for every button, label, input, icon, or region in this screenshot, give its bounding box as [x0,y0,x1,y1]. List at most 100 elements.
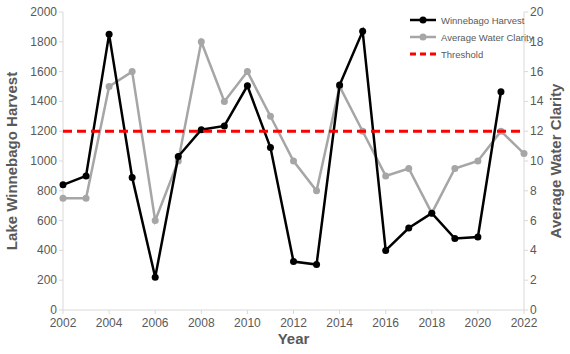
y-tick-label: 0 [50,303,57,317]
x-tick-label: 2018 [418,316,445,330]
series-marker [451,235,458,242]
y2-tick [524,12,528,13]
series-marker [359,28,366,35]
y2-tick [524,250,528,251]
series-marker [198,38,205,45]
x-tick-label: 2008 [188,316,215,330]
y-tick [59,131,63,132]
y2-tick-label: 4 [530,243,537,257]
series-marker [382,172,389,179]
series-marker [175,153,182,160]
y2-tick [524,101,528,102]
x-tick-label: 2006 [142,316,169,330]
x-tick-label: 2002 [50,316,77,330]
series-marker [129,68,136,75]
y2-tick-label: 2 [530,273,537,287]
series-marker [405,225,412,232]
x-tick [524,310,525,314]
x-tick [247,310,248,314]
x-tick [293,310,294,314]
legend-marker [420,34,427,41]
y-tick-label: 1000 [30,154,57,168]
y-tick-label: 1800 [30,35,57,49]
x-tick [63,310,64,314]
y2-tick [524,71,528,72]
series-marker [428,210,435,217]
y-tick-label: 1600 [30,65,57,79]
y-tick-label: 800 [37,184,57,198]
y2-tick [524,161,528,162]
x-tick [385,310,386,314]
y2-tick-label: 0 [530,303,537,317]
x-tick-label: 2022 [511,316,538,330]
x-tick [339,310,340,314]
x-tick-label: 2010 [234,316,261,330]
x-tick [201,310,202,314]
series-marker [405,165,412,172]
y-tick [59,101,63,102]
series-marker [336,82,343,89]
series-marker [290,158,297,165]
series-marker [313,187,320,194]
series-marker [497,88,504,95]
y2-tick-label: 20 [530,5,544,19]
series-marker [313,261,320,268]
y-tick-label: 600 [37,214,57,228]
x-tick [109,310,110,314]
y-tick-label: 2000 [30,5,57,19]
series-line [63,42,524,221]
x-tick-label: 2012 [280,316,307,330]
series-marker [244,82,251,89]
y2-tick-label: 6 [530,214,537,228]
y-tick [59,41,63,42]
x-tick-label: 2016 [372,316,399,330]
y-tick [59,161,63,162]
y-tick [59,250,63,251]
y-tick [59,12,63,13]
series-marker [106,83,113,90]
y2-tick [524,280,528,281]
series-marker [83,172,90,179]
y2-tick-label: 14 [530,94,544,108]
series-marker [267,144,274,151]
series-marker [129,174,136,181]
legend: Winnebago Harvest Average Water Clarity Th… [410,15,534,60]
x-tick-label: 2014 [326,316,353,330]
series-marker [474,158,481,165]
y-tick-label: 1200 [30,124,57,138]
y-tick-label: 400 [37,243,57,257]
legend-swatch [410,53,436,56]
y-tick [59,190,63,191]
y-tick [59,280,63,281]
series-marker [60,181,67,188]
series-line [63,130,524,133]
y-tick [59,310,63,311]
y-tick [59,220,63,221]
x-tick-label: 2020 [465,316,492,330]
x-tick [155,310,156,314]
y2-tick [524,310,528,311]
series-marker [267,113,274,120]
series-marker [221,98,228,105]
series-marker [152,217,159,224]
legend-label: Threshold [441,49,483,60]
x-tick [431,310,432,314]
series-marker [428,210,435,217]
legend-label: Winnebago Harvest [441,15,525,26]
legend-marker [420,17,427,24]
x-tick [477,310,478,314]
chart: 2002200420062008201020122014201620182020… [0,0,570,354]
series-marker [60,195,67,202]
y-tick-label: 200 [37,273,57,287]
series-marker [152,274,159,281]
plot-area [60,28,528,281]
y2-tick [524,131,528,132]
y2-tick-label: 12 [530,124,544,138]
series-marker [382,247,389,254]
x-tick-label: 2004 [96,316,123,330]
y-tick-label: 1400 [30,94,57,108]
y2-tick-label: 16 [530,65,544,79]
series-marker [83,195,90,202]
legend-label: Average Water Clarity [441,32,534,43]
y2-axis-title: Average Water Clarity [547,83,564,238]
